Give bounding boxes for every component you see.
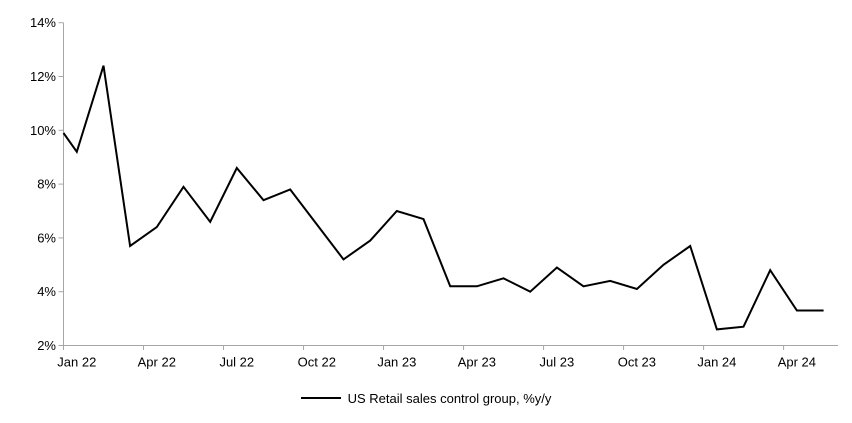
series-line-us-retail-control-group	[62, 65, 824, 331]
legend-label: US Retail sales control group, %y/y	[347, 390, 552, 406]
y-tick-label: 10%	[30, 123, 56, 138]
y-tick-label: 12%	[30, 69, 56, 84]
y-tick-label: 2%	[37, 338, 56, 353]
x-tick-label: Jan 23	[377, 355, 416, 370]
x-tick-label: Jul 23	[540, 355, 575, 370]
x-tick-label: Oct 23	[618, 355, 656, 370]
x-tick-label: Oct 22	[298, 355, 336, 370]
x-tick-label: Apr 22	[138, 355, 176, 370]
y-tick-label: 4%	[37, 284, 56, 299]
legend: US Retail sales control group, %y/y	[0, 389, 852, 407]
x-tick-label: Apr 24	[778, 355, 816, 370]
x-tick-label: Jan 22	[57, 355, 96, 370]
x-tick-label: Jul 22	[219, 355, 254, 370]
y-tick-label: 6%	[37, 230, 56, 245]
x-tick-label: Apr 23	[458, 355, 496, 370]
line-chart-plot: 2% 4% 6% 8% 10% 12% 14% Jan 22 Apr 22 Jul 22 Oct 2…	[30, 15, 838, 370]
legend-line-sample	[300, 397, 341, 399]
y-tick-label: 8%	[37, 177, 56, 192]
x-tick-label: Jan 24	[697, 355, 736, 370]
y-tick-label: 14%	[30, 15, 56, 30]
